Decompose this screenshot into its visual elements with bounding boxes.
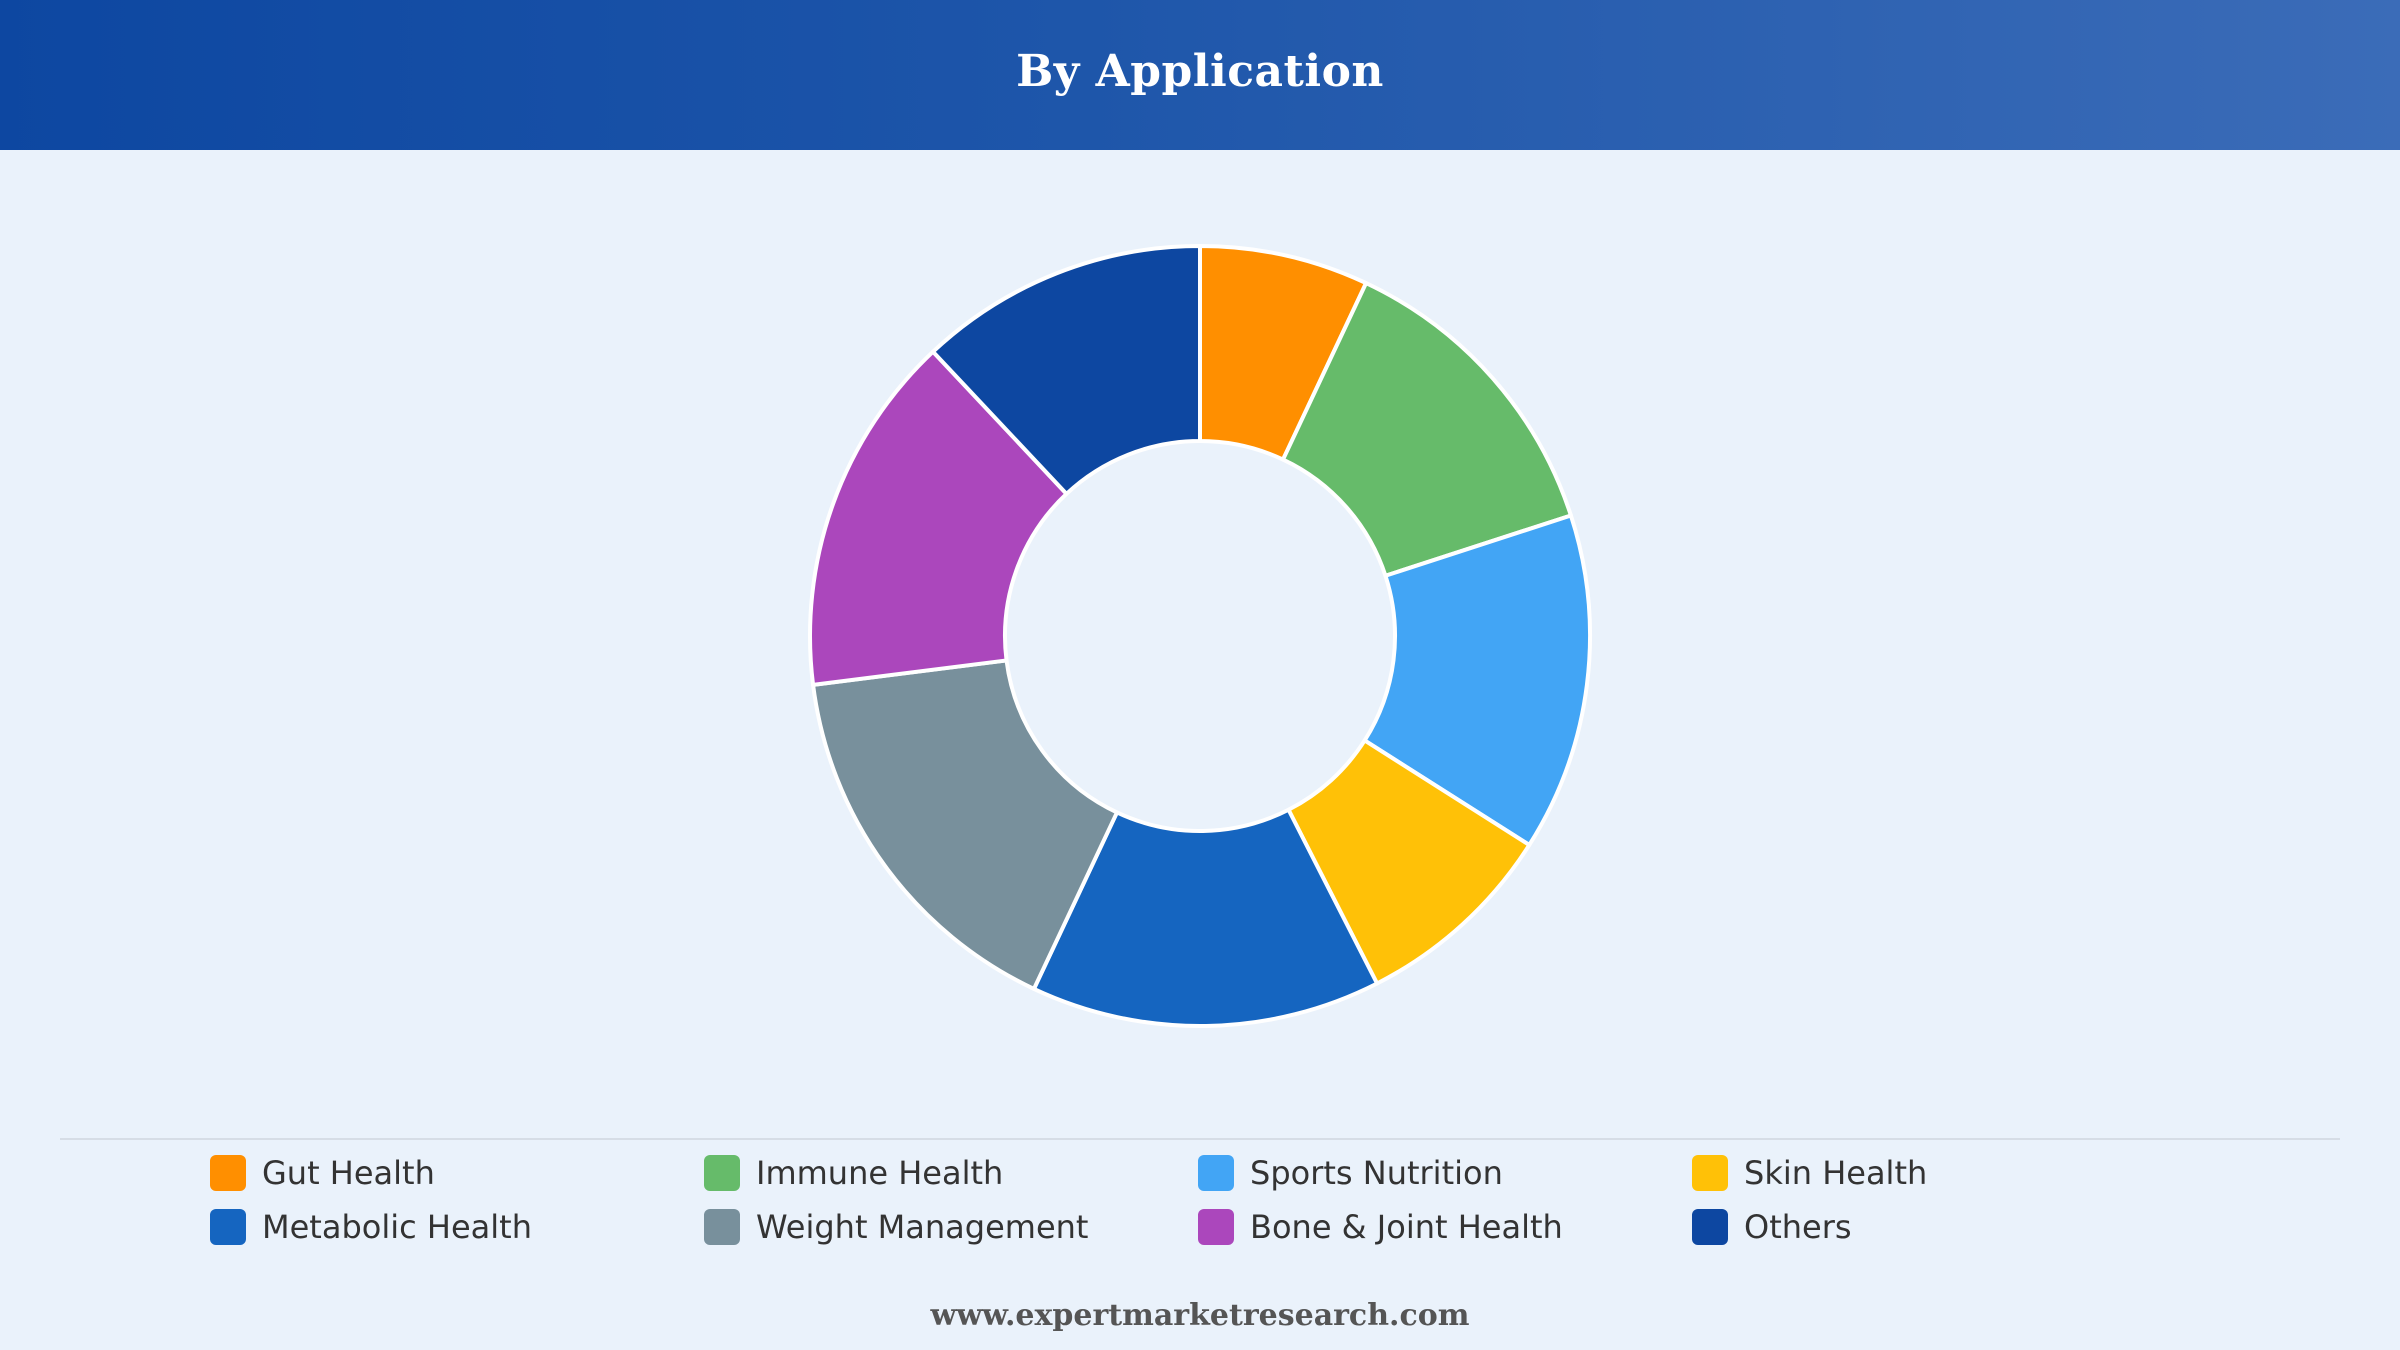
legend-label: Bone & Joint Health [1250, 1208, 1563, 1246]
footer-website: www.expertmarketresearch.com [930, 1298, 1470, 1333]
donut-slice-weight-management[interactable] [811, 658, 1119, 991]
header-banner: By Application [0, 0, 2400, 150]
legend-swatch [704, 1155, 740, 1191]
legend-label: Metabolic Health [262, 1208, 532, 1246]
legend-divider [60, 1138, 2340, 1140]
legend-item-bone-joint-health[interactable]: Bone & Joint Health [1198, 1207, 1692, 1247]
legend-item-metabolic-health[interactable]: Metabolic Health [210, 1207, 704, 1247]
donut-slice-sports-nutrition[interactable] [1362, 513, 1592, 847]
legend-item-weight-management[interactable]: Weight Management [704, 1207, 1198, 1247]
legend-swatch [1198, 1209, 1234, 1245]
legend-swatch [1692, 1155, 1728, 1191]
donut-chart-area [0, 150, 2400, 1130]
legend-item-immune-health[interactable]: Immune Health [704, 1153, 1198, 1193]
legend-label: Gut Health [262, 1154, 435, 1192]
legend-label: Weight Management [756, 1208, 1089, 1246]
legend-item-others[interactable]: Others [1692, 1207, 2186, 1247]
legend-item-sports-nutrition[interactable]: Sports Nutrition [1198, 1153, 1692, 1193]
legend-label: Immune Health [756, 1154, 1004, 1192]
legend-item-gut-health[interactable]: Gut Health [210, 1153, 704, 1193]
donut-slice-metabolic-health[interactable] [1031, 807, 1380, 1028]
donut-slice-others[interactable] [931, 244, 1202, 496]
legend-swatch [210, 1209, 246, 1245]
legend-label: Others [1744, 1208, 1852, 1246]
donut-slice-immune-health[interactable] [1281, 281, 1573, 578]
legend-swatch [210, 1155, 246, 1191]
legend-item-skin-health[interactable]: Skin Health [1692, 1153, 2186, 1193]
chart-title: By Application [1016, 45, 1384, 97]
legend-label: Skin Health [1744, 1154, 1928, 1192]
donut-chart [808, 244, 1592, 1028]
legend-swatch [704, 1209, 740, 1245]
legend-label: Sports Nutrition [1250, 1154, 1503, 1192]
donut-slice-bone-joint-health[interactable] [808, 349, 1069, 687]
legend: Gut Health Immune Health Sports Nutrition S… [210, 1153, 2210, 1247]
legend-swatch [1692, 1209, 1728, 1245]
legend-swatch [1198, 1155, 1234, 1191]
